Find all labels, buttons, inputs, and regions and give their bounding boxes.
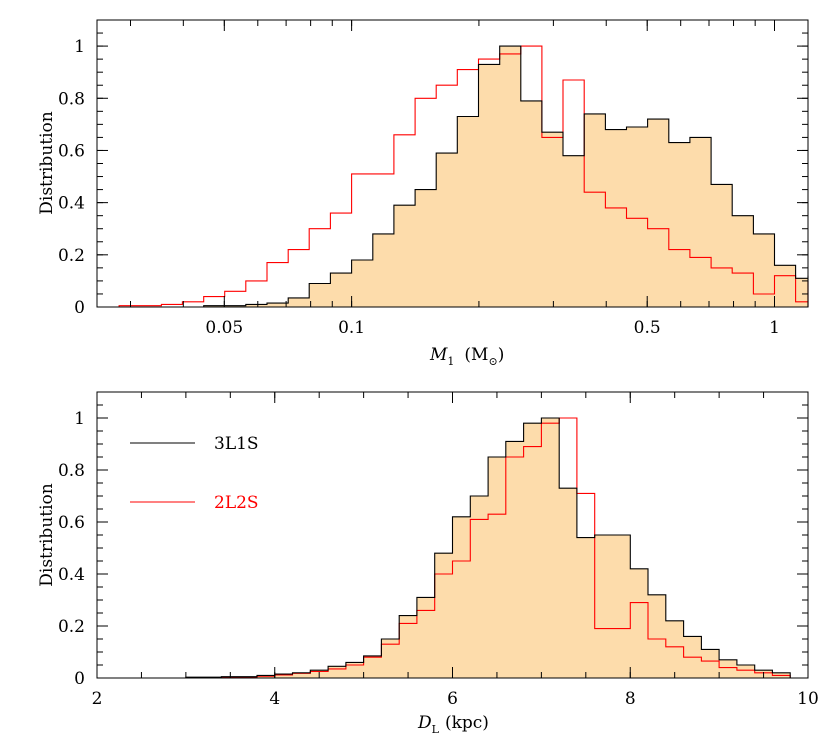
x-axis-label: M1 (M⊙): [429, 345, 504, 368]
y-tick-label: 1: [74, 409, 85, 429]
x-tick-label: 4: [269, 689, 280, 709]
y-tick-label: 0.2: [58, 246, 85, 266]
x-tick-label: 10: [797, 689, 819, 709]
legend-label-3L1S: 3L1S: [214, 434, 259, 454]
legend-label-2L2S: 2L2S: [214, 493, 259, 513]
y-tick-label: 0: [74, 298, 85, 318]
histogram-fill-3L1S: [97, 46, 808, 307]
y-tick-label: 0.2: [58, 617, 85, 637]
x-axis-label-rest: (kpc): [445, 713, 489, 733]
x-axis-label: DL (kpc): [417, 713, 489, 736]
x-tick-label: 0.1: [338, 318, 365, 338]
x-tick-label: 1: [769, 318, 780, 338]
x-axis-label-main: D: [417, 713, 432, 733]
x-axis-label-sub2: ⊙: [488, 355, 497, 368]
x-axis-label-close: ): [498, 345, 505, 365]
x-axis-label-sub: L: [432, 723, 440, 736]
y-tick-label: 1: [74, 37, 85, 57]
histogram-line-3L1S: [97, 417, 808, 679]
y-axis-label: Distribution: [37, 483, 57, 587]
y-tick-label: 0.8: [58, 89, 85, 109]
x-tick-label: 0.5: [634, 318, 661, 338]
y-tick-label: 0.6: [58, 141, 85, 161]
y-axis-label: Distribution: [37, 111, 57, 215]
y-tick-label: 0: [74, 669, 85, 689]
y-tick-label: 0.6: [58, 513, 85, 533]
x-tick-label: 6: [447, 689, 458, 709]
y-tick-label: 0.4: [58, 194, 85, 214]
x-axis-label-rest: (M: [464, 345, 488, 365]
x-axis-label-sub: 1: [447, 355, 454, 368]
x-axis-label-main: M: [429, 345, 448, 365]
x-tick-label: 2: [92, 689, 103, 709]
y-tick-label: 0.8: [58, 461, 85, 481]
x-tick-label: 8: [625, 689, 636, 709]
panel-mass: 0.05 0.1 0.5 1 0 0.2 0.4 0.6 0.8 1 Distribution M…: [37, 19, 809, 368]
legend: 3L1S 2L2S: [130, 434, 259, 513]
histogram-line-3L1S: [97, 45, 809, 308]
y-tick-label: 0.4: [58, 565, 85, 585]
x-tick-label: 0.05: [205, 318, 243, 338]
panel-distance: 2 4 6 8 10 0 0.2 0.4 0.6 0.8 1 Distribution DL (kpc…: [37, 391, 819, 736]
